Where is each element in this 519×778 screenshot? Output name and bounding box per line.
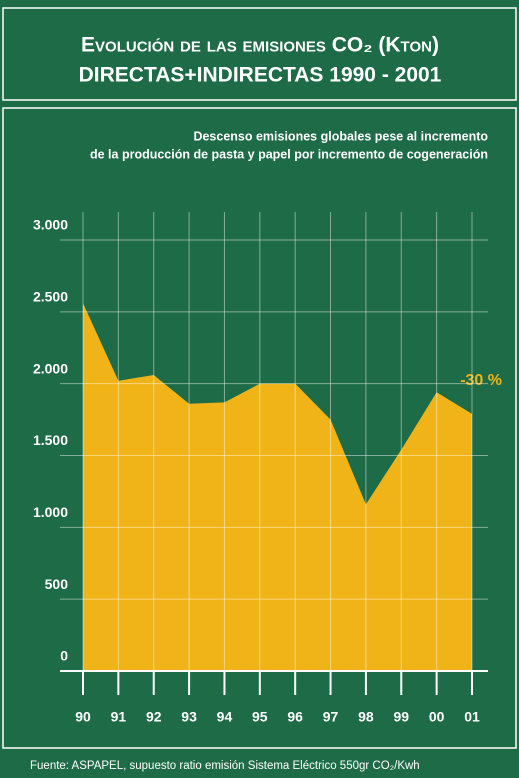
subtitle: Descenso emisiones globales pese al incr… [193, 129, 488, 143]
y-tick-label: 1.500 [33, 432, 68, 448]
chart-title: Evolución de las emisiones CO₂ (Kton) [81, 34, 439, 57]
x-tick-label: 91 [111, 709, 127, 725]
y-tick-label: 2.500 [33, 289, 68, 305]
y-tick-label: 3.000 [33, 217, 68, 233]
x-tick-label: 96 [287, 709, 303, 725]
x-tick-label: 92 [146, 709, 162, 725]
x-tick-label: 94 [217, 709, 233, 725]
x-tick-label: 01 [464, 709, 480, 725]
title-frame [2, 7, 517, 101]
subtitle: de la producción de pasta y papel por in… [90, 147, 488, 161]
y-tick-label: 1.000 [33, 504, 68, 520]
area [83, 303, 472, 671]
x-tick-label: 97 [323, 709, 339, 725]
annotation: -30 % [460, 372, 502, 389]
x-tick-label: 93 [181, 709, 197, 725]
source: Fuente: ASPAPEL, supuesto ratio emisión … [30, 760, 420, 772]
y-tick-label: 2.000 [33, 360, 68, 376]
chart-title: DIRECTAS+INDIRECTAS 1990 - 2001 [79, 64, 442, 87]
chart-frame [2, 107, 517, 749]
x-tick-label: 90 [75, 709, 91, 725]
x-tick-label: 95 [252, 709, 268, 725]
x-tick-label: 00 [429, 709, 445, 725]
x-tick-label: 99 [393, 709, 409, 725]
y-tick-label: 0 [60, 648, 68, 664]
y-tick-label: 500 [45, 576, 69, 592]
x-tick-label: 98 [358, 709, 374, 725]
